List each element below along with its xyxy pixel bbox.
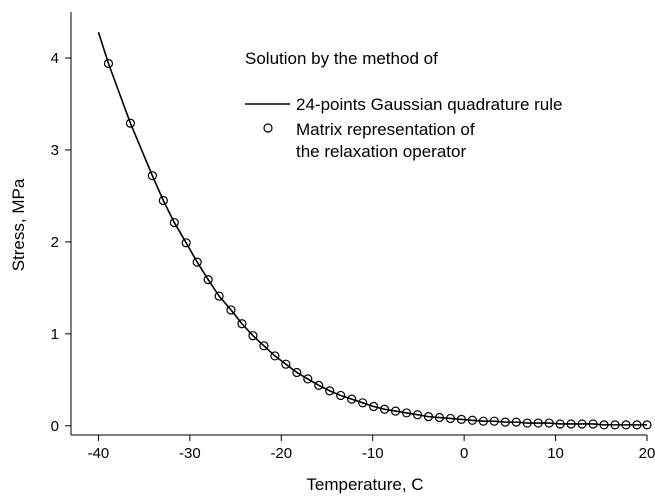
x-tick-label: -20	[270, 445, 292, 462]
y-tick-label: 3	[51, 142, 59, 159]
marker	[434, 412, 445, 423]
marker	[489, 416, 499, 426]
legend-marker	[263, 123, 273, 133]
x-tick-label: -40	[88, 445, 110, 462]
marker	[500, 417, 510, 427]
marker	[555, 419, 565, 429]
marker	[445, 413, 456, 424]
marker	[577, 419, 587, 429]
marker	[181, 238, 191, 248]
marker	[380, 404, 390, 414]
marker	[325, 386, 335, 396]
x-axis-label: Temperature, C	[306, 475, 423, 494]
marker	[336, 390, 346, 401]
marker	[292, 367, 302, 378]
x-tick-label: 10	[547, 445, 564, 462]
marker	[412, 410, 423, 420]
marker	[103, 58, 114, 69]
y-axis-label: Stress, MPa	[9, 178, 28, 271]
marker	[522, 418, 532, 428]
marker	[632, 420, 642, 430]
marker	[347, 394, 357, 404]
marker	[599, 420, 609, 430]
marker	[621, 420, 631, 430]
marker	[158, 195, 168, 206]
y-tick-label: 1	[51, 326, 59, 343]
marker	[533, 418, 543, 428]
marker	[147, 171, 157, 181]
legend-label: 24-points Gaussian quadrature rule	[296, 95, 563, 114]
annotation: Solution by the method of	[245, 49, 438, 68]
marker	[369, 401, 379, 412]
marker	[226, 305, 236, 315]
marker	[169, 217, 179, 228]
y-tick-label: 4	[51, 50, 59, 67]
marker	[358, 398, 368, 408]
x-tick-label: 20	[639, 445, 655, 462]
x-tick-label: -30	[179, 445, 201, 462]
marker	[237, 319, 247, 329]
marker	[314, 380, 324, 390]
marker	[456, 414, 466, 424]
marker	[610, 420, 620, 430]
marker	[588, 419, 598, 429]
marker	[478, 416, 488, 426]
legend-label: Matrix representation of the relaxation …	[296, 120, 475, 161]
line	[97, 31, 647, 426]
marker	[467, 415, 477, 425]
x-tick-label: 0	[460, 445, 468, 462]
marker	[125, 118, 136, 128]
marker	[259, 341, 269, 351]
y-tick-label: 0	[51, 418, 59, 435]
marker	[423, 412, 434, 422]
marker	[192, 257, 202, 267]
marker	[401, 408, 412, 418]
marker	[303, 374, 313, 384]
marker	[214, 291, 224, 301]
marker	[511, 417, 521, 427]
marker	[203, 274, 213, 285]
marker	[248, 331, 258, 341]
marker	[566, 419, 576, 429]
marker	[642, 420, 652, 430]
marker	[281, 359, 291, 369]
marker	[270, 351, 280, 361]
y-tick-label: 2	[51, 234, 59, 251]
marker	[390, 406, 401, 416]
marker	[544, 418, 554, 428]
x-tick-label: -10	[362, 445, 384, 462]
